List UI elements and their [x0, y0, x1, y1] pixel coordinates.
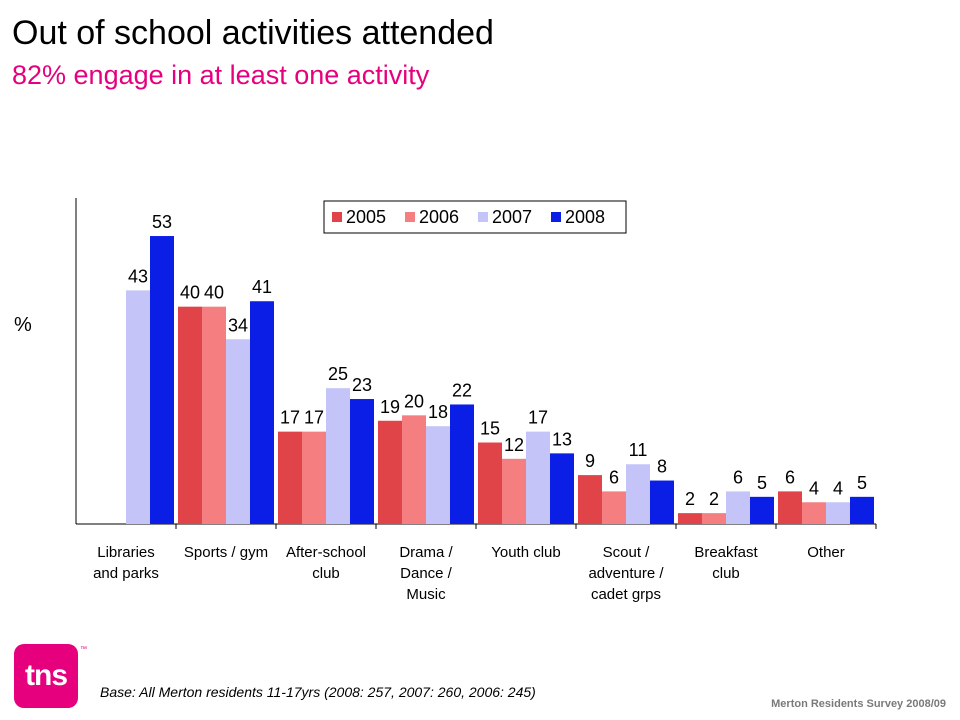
bar-2008 [150, 236, 174, 525]
bar-2007 [626, 464, 650, 524]
bar-2006 [402, 415, 426, 524]
category-label: Music [406, 586, 446, 603]
trademark-mark: ™ [80, 646, 87, 653]
footer-source: Merton Residents Survey 2008/09 [771, 698, 946, 710]
data-label: 8 [657, 457, 667, 477]
data-label: 5 [857, 473, 867, 493]
page-title: Out of school activities attended [12, 14, 494, 52]
bar-2005 [578, 475, 602, 524]
bar-2005 [278, 431, 302, 524]
bar-2007 [226, 339, 250, 524]
category-label: Breakfast [694, 544, 758, 561]
data-label: 43 [128, 266, 148, 286]
bar-2007 [726, 491, 750, 524]
bar-2006 [602, 491, 626, 524]
data-label: 53 [152, 212, 172, 232]
category-label: Drama / [399, 544, 453, 561]
data-label: 23 [352, 375, 372, 395]
data-label: 6 [733, 467, 743, 487]
data-label: 6 [609, 467, 619, 487]
data-label: 17 [304, 408, 324, 428]
category-label: After-school [286, 544, 366, 561]
bar-2008 [250, 301, 274, 524]
data-label: 5 [757, 473, 767, 493]
legend-label-2007: 2007 [492, 207, 532, 227]
legend-label-2005: 2005 [346, 207, 386, 227]
data-label: 15 [480, 419, 500, 439]
bar-2007 [126, 290, 150, 524]
bar-2006 [702, 513, 726, 524]
page-subtitle: 82% engage in at least one activity [12, 60, 430, 90]
category-label: Other [807, 544, 845, 561]
legend-label-2008: 2008 [565, 207, 605, 227]
bar-2005 [478, 442, 502, 524]
data-label: 6 [785, 467, 795, 487]
category-label: Sports / gym [184, 544, 268, 561]
bar-2007 [426, 426, 450, 524]
category-label: and parks [93, 565, 159, 582]
category-label: Libraries [97, 544, 155, 561]
data-label: 11 [629, 440, 648, 460]
y-axis-label: % [14, 314, 32, 336]
data-label: 2 [685, 489, 695, 509]
data-label: 20 [404, 391, 424, 411]
legend-label-2006: 2006 [419, 207, 459, 227]
data-label: 17 [528, 408, 548, 428]
category-label: cadet grps [591, 586, 661, 603]
data-label: 4 [809, 478, 819, 498]
data-label: 40 [204, 283, 224, 303]
data-label: 18 [428, 402, 448, 422]
data-label: 22 [452, 380, 472, 400]
data-label: 17 [280, 408, 300, 428]
category-label: club [312, 565, 340, 582]
bar-2007 [526, 431, 550, 524]
data-label: 19 [380, 397, 400, 417]
legend-swatch-2008 [551, 212, 561, 222]
legend-swatch-2005 [332, 212, 342, 222]
bar-2006 [302, 431, 326, 524]
bar-2008 [850, 496, 874, 524]
bar-2006 [202, 306, 226, 524]
legend-swatch-2006 [405, 212, 415, 222]
data-label: 12 [504, 435, 524, 455]
bar-2006 [502, 458, 526, 524]
category-label: club [712, 565, 740, 582]
data-label: 25 [328, 364, 348, 384]
category-label: adventure / [588, 565, 664, 582]
data-label: 13 [552, 429, 572, 449]
bar-2008 [650, 480, 674, 524]
data-label: 9 [585, 451, 595, 471]
bar-2006 [802, 502, 826, 524]
bar-2008 [350, 399, 374, 524]
category-label: Youth club [491, 544, 561, 561]
data-label: 40 [180, 283, 200, 303]
bar-2008 [550, 453, 574, 524]
data-label: 34 [228, 315, 248, 335]
bar-2005 [778, 491, 802, 524]
legend-swatch-2007 [478, 212, 488, 222]
base-note: Base: All Merton residents 11-17yrs (200… [100, 684, 536, 700]
tns-logo: tns [14, 644, 78, 708]
legend-box [323, 200, 627, 234]
bar-2007 [326, 388, 350, 524]
category-label: Dance / [400, 565, 453, 582]
bar-2008 [450, 404, 474, 524]
bar-2008 [750, 496, 774, 524]
bar-2005 [178, 306, 202, 524]
category-label: Scout / [603, 544, 651, 561]
bar-2007 [826, 502, 850, 524]
data-label: 41 [252, 277, 272, 297]
data-label: 4 [833, 478, 843, 498]
bar-2005 [678, 513, 702, 524]
data-label: 2 [709, 489, 719, 509]
bar-2005 [378, 420, 402, 524]
